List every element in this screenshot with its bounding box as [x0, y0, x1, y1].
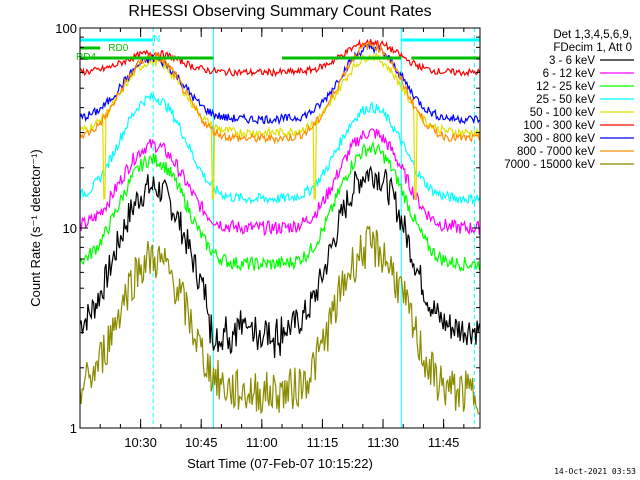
chart-title: RHESSI Observing Summary Count Rates	[128, 3, 431, 20]
series-line-3	[79, 92, 480, 205]
x-tick-label-5: 11:45	[428, 435, 460, 450]
series-line-1	[79, 128, 480, 237]
x-axis-label: Start Time (07-Feb-07 10:15:22)	[187, 456, 373, 471]
legend-label-2: 12 - 25 keV	[536, 81, 595, 93]
band-label-0: N	[153, 34, 160, 45]
y-axis-label: Count Rate (s⁻¹ detector⁻¹)	[28, 149, 43, 307]
series-line-0	[79, 165, 480, 359]
timestamp: 14-Oct-2021 03:53	[554, 467, 636, 476]
legend-header-2: FDecim 1, Att 0	[553, 42, 632, 54]
x-tick-label-3: 11:15	[307, 435, 339, 450]
y-tick-label-0: 1	[70, 421, 77, 436]
legend-label-3: 25 - 50 keV	[536, 94, 595, 106]
legend-header-1: Det 1,3,4,5,6,9,	[553, 29, 632, 41]
band-label-1: RD0	[108, 43, 128, 54]
legend-label-5: 100 - 300 keV	[523, 120, 595, 132]
legend-label-0: 3 - 6 keV	[549, 55, 595, 67]
y-tick-label-2: 100	[55, 21, 77, 36]
legend-label-7: 800 - 7000 keV	[517, 146, 595, 158]
series-line-8	[79, 225, 480, 415]
y-tick-label-1: 10	[63, 221, 77, 236]
series-line-2	[79, 140, 480, 273]
plot-area: N RD0 RD4 1 10 100 10:30 10:45 11:00 11:15 11:30 11…	[55, 21, 481, 450]
x-tick-label-1: 10:45	[185, 435, 218, 450]
band-label-2: RD4	[76, 52, 96, 63]
series-line-5	[79, 38, 480, 78]
legend-label-6: 300 - 800 keV	[523, 133, 595, 145]
x-tick-label-4: 11:30	[367, 435, 399, 450]
legend-label-4: 50 - 100 keV	[530, 107, 596, 119]
legend: Det 1,3,4,5,6,9, FDecim 1, Att 0 3 - 6 k…	[504, 29, 634, 171]
x-tick-label-0: 10:30	[124, 435, 157, 450]
legend-label-1: 6 - 12 keV	[543, 68, 596, 80]
x-tick-label-2: 11:00	[246, 435, 278, 450]
series-line-4	[79, 51, 480, 200]
legend-label-8: 7000 - 15000 keV	[504, 159, 595, 171]
